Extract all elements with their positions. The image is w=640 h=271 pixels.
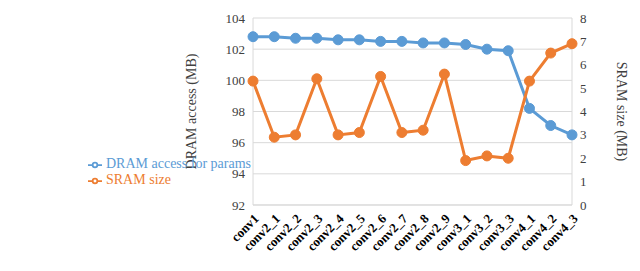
svg-text:SRAM size (MB): SRAM size (MB) (613, 62, 629, 162)
svg-text:98: 98 (232, 104, 245, 119)
svg-text:96: 96 (232, 135, 246, 150)
svg-text:104: 104 (226, 11, 246, 26)
svg-text:1: 1 (580, 174, 587, 189)
svg-text:4: 4 (580, 104, 587, 119)
svg-text:8: 8 (580, 11, 587, 26)
svg-text:100: 100 (226, 73, 246, 88)
svg-text:conv4_3: conv4_3 (538, 211, 581, 254)
svg-text:6: 6 (580, 57, 587, 72)
svg-text:3: 3 (580, 127, 587, 142)
svg-text:0: 0 (580, 198, 587, 213)
svg-text:5: 5 (580, 81, 587, 96)
svg-text:2: 2 (580, 151, 587, 166)
svg-text:92: 92 (232, 198, 245, 213)
svg-text:7: 7 (580, 34, 587, 49)
svg-text:102: 102 (226, 42, 246, 57)
svg-text:DRAM access (MB): DRAM access (MB) (184, 53, 200, 169)
svg-text:94: 94 (232, 166, 246, 181)
